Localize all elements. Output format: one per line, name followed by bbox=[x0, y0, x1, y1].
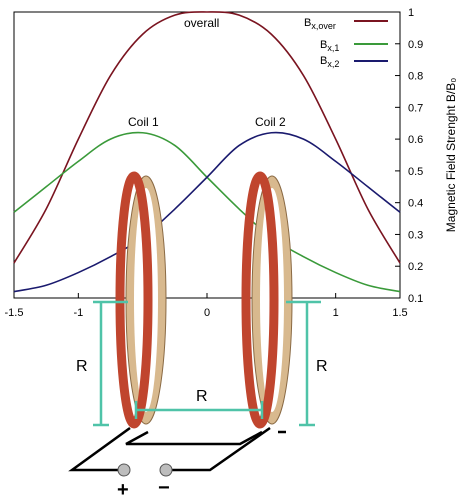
legend-label-2: Bx,2 bbox=[320, 55, 339, 69]
series-line-over bbox=[13, 11, 401, 264]
series-line-1 bbox=[13, 131, 401, 293]
y-tick-label: 0.9 bbox=[408, 39, 423, 51]
positive-terminal bbox=[117, 463, 131, 477]
y-tick-label: 1 bbox=[408, 7, 414, 19]
x-tick-label: -1.5 bbox=[5, 307, 24, 319]
coil-2 bbox=[241, 171, 293, 429]
series-line-2 bbox=[13, 131, 401, 293]
coil1-label: Coil 1 bbox=[128, 115, 159, 129]
wiring bbox=[68, 426, 286, 472]
plus-sign: + bbox=[117, 479, 129, 500]
y-tick-label: 0.1 bbox=[408, 293, 423, 305]
plot-curves bbox=[13, 11, 401, 293]
y-tick-label: 0.6 bbox=[408, 134, 423, 146]
separation-label: R bbox=[196, 388, 208, 405]
x-tick-label: 1.5 bbox=[392, 307, 407, 319]
coil-1-winding bbox=[115, 171, 153, 429]
y-tick-label: 0.2 bbox=[408, 261, 423, 273]
overall-label: overall bbox=[184, 16, 219, 30]
y-tick-label: 0.5 bbox=[408, 166, 423, 178]
coil2-label: Coil 2 bbox=[255, 115, 286, 129]
legend-label-1: Bx,1 bbox=[320, 39, 339, 53]
x-tick-label: 0 bbox=[204, 307, 210, 319]
negative-terminal bbox=[159, 463, 173, 477]
y-axis-label: Magnetic Field Strenght B/B₀ bbox=[444, 78, 458, 232]
radius-label-left: R bbox=[76, 358, 88, 375]
legend-label-over: Bx,over bbox=[304, 17, 336, 31]
x-tick-label: -1 bbox=[73, 307, 83, 319]
y-tick-label: 0.7 bbox=[408, 102, 423, 114]
coil-1 bbox=[115, 171, 167, 429]
plot-frame bbox=[13, 11, 401, 299]
x-tick-label: 1 bbox=[333, 307, 339, 319]
minus-sign: − bbox=[158, 477, 170, 499]
y-tick-label: 0.3 bbox=[408, 229, 423, 241]
legend: Bx,over Bx,1 Bx,2 bbox=[304, 17, 388, 69]
y-tick-label: 0.8 bbox=[408, 71, 423, 83]
coil-2-winding bbox=[241, 171, 279, 429]
y-tick-label: 0.4 bbox=[408, 198, 423, 210]
dimension-markers bbox=[93, 300, 321, 427]
radius-label-right: R bbox=[316, 358, 328, 375]
